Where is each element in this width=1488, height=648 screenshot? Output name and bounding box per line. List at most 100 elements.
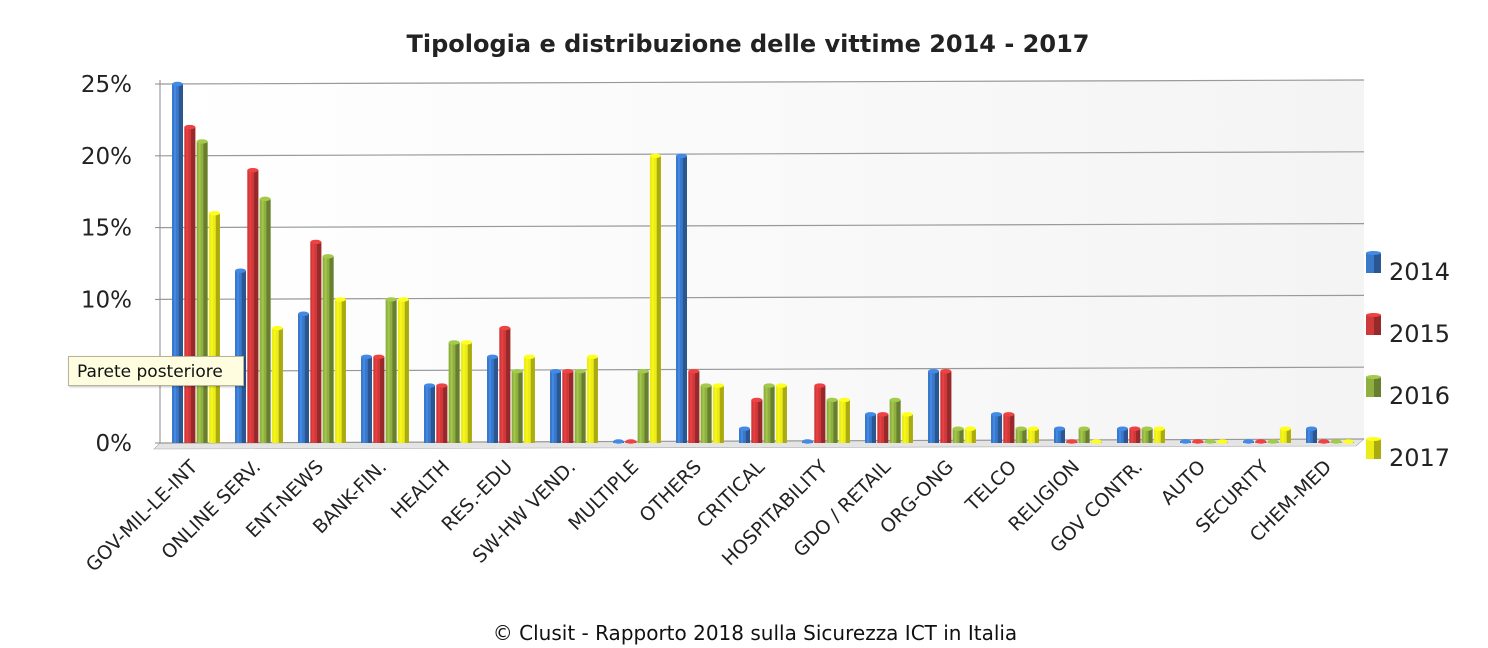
legend-item: 2017: [1366, 437, 1450, 472]
legend-label: 2014: [1389, 258, 1450, 286]
bar: [751, 397, 763, 443]
gridline: [159, 79, 1365, 85]
bar: [511, 369, 523, 443]
bar: [991, 412, 1002, 443]
y-tick-label: 15%: [81, 216, 132, 242]
y-axis-ticks: 0%5%10%15%20%25%: [81, 72, 132, 457]
bar: [1117, 426, 1128, 443]
bar: [940, 369, 952, 443]
gridline: [159, 366, 1365, 372]
y-tick-label: 10%: [81, 287, 132, 313]
bar: [1204, 439, 1216, 444]
bar: [172, 81, 183, 443]
gridline: [159, 223, 1365, 229]
x-tick-label: HOSPITABILITY: [718, 456, 832, 570]
bar: [775, 383, 787, 443]
bar: [196, 139, 208, 443]
bar: [952, 426, 964, 443]
bar: [700, 383, 712, 443]
bar: [1306, 426, 1317, 443]
tooltip: Parete posteriore: [68, 356, 244, 386]
bar: [1153, 426, 1165, 443]
bar: [838, 397, 850, 443]
bar: [649, 153, 661, 444]
bar: [1090, 439, 1102, 444]
bar: [247, 167, 259, 443]
bars: [172, 81, 1354, 444]
bar: [712, 383, 724, 443]
copyright-footer: © Clusit - Rapporto 2018 sulla Sicurezza…: [493, 621, 1017, 645]
bar: [397, 297, 409, 443]
bar: [550, 369, 561, 443]
bar: [1015, 426, 1027, 443]
bar: [1180, 439, 1191, 444]
bar: [208, 211, 220, 443]
bar: [562, 369, 574, 443]
bar: [574, 369, 586, 443]
bar: [1342, 439, 1354, 444]
bar: [373, 354, 385, 443]
bar: [688, 369, 700, 443]
bar: [637, 369, 649, 443]
gridline: [159, 151, 1365, 157]
bar: [1279, 426, 1291, 443]
bar: [826, 397, 838, 443]
bar: [928, 369, 939, 443]
legend-item: 2015: [1366, 313, 1450, 348]
bar: [487, 354, 498, 443]
bar: [1027, 426, 1039, 443]
bar: [802, 439, 813, 444]
bar: [424, 383, 435, 443]
bar: [271, 325, 283, 443]
legend-label: 2017: [1389, 444, 1450, 472]
bar: [523, 354, 535, 443]
bar: [1192, 439, 1204, 444]
bar: [901, 412, 913, 443]
bar: [322, 254, 334, 443]
legend-label: 2016: [1389, 382, 1450, 410]
bar: [460, 340, 472, 443]
gridline: [159, 294, 1365, 300]
x-tick-label: GOV-MIL-LE-INT: [82, 456, 203, 577]
bar: [964, 426, 976, 443]
bar: [1003, 412, 1015, 443]
bar: [865, 412, 876, 443]
legend-item: 2016: [1366, 375, 1450, 410]
bar: [625, 439, 637, 444]
bar: [889, 397, 901, 443]
bar: [1129, 426, 1141, 443]
bar: [586, 354, 598, 443]
bar: [763, 383, 775, 443]
bar: [334, 297, 346, 443]
bar: [1066, 439, 1078, 444]
bar: [184, 124, 196, 443]
y-tick-label: 20%: [81, 144, 132, 170]
y-tick-label: 25%: [81, 72, 132, 98]
y-tick-label: 0%: [96, 431, 133, 457]
bar: [613, 439, 624, 444]
x-tick-label: TELCO: [961, 456, 1021, 516]
chart-title: Tipologia e distribuzione delle vittime …: [407, 30, 1090, 58]
x-tick-label: AUTO: [1157, 456, 1210, 509]
bar: [1078, 426, 1090, 443]
bar: [1141, 426, 1153, 443]
bar: [877, 412, 889, 443]
bar: [1330, 439, 1342, 444]
bar: [385, 297, 397, 443]
legend: 2014 2015 2016 2017: [1366, 251, 1450, 472]
bar: [310, 239, 322, 443]
bar: [1267, 439, 1279, 444]
bar: [1255, 439, 1267, 444]
bar: [1216, 439, 1228, 444]
bar: [1054, 426, 1065, 443]
bar: [259, 196, 271, 443]
bar: [436, 383, 448, 443]
bar: [499, 325, 511, 443]
bar: [1318, 439, 1330, 444]
bar: [361, 354, 372, 443]
bar: [739, 426, 750, 443]
bar: [448, 340, 460, 443]
bar: [298, 311, 309, 443]
